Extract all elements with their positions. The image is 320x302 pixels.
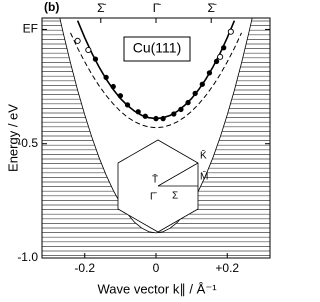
inset-label: Γ̄	[150, 192, 158, 203]
data-point	[192, 90, 198, 97]
panel-label: (b)	[44, 0, 59, 14]
data-point	[206, 70, 213, 76]
x-tick-label: -0.2	[74, 261, 95, 275]
data-point	[92, 56, 99, 62]
line-dashed	[70, 32, 242, 129]
inset-line	[157, 162, 199, 187]
annotation: Cu(111)	[133, 40, 182, 56]
data-point	[199, 81, 205, 87]
data-point	[217, 53, 224, 60]
data-point	[227, 28, 234, 35]
data-point	[117, 93, 124, 99]
y-tick-label: -0.5	[17, 136, 38, 150]
data-point	[103, 74, 109, 81]
y-tick-label: EF	[23, 22, 38, 36]
annotation-box	[123, 36, 191, 62]
data-point	[160, 115, 166, 122]
data-point	[213, 58, 220, 65]
x-axis-title: Wave vector k∥ / Å⁻¹	[97, 281, 217, 296]
x-tick-label: 0	[153, 261, 160, 275]
data-point	[110, 83, 116, 90]
chart: (b) Cu(111) T̄ K̄ M̄ Γ̄ Σ Energy / eV Wa…	[5, 0, 271, 296]
data-point	[74, 37, 81, 44]
inset-label: T̄	[152, 173, 158, 186]
data-point	[185, 99, 191, 106]
data-point	[171, 111, 177, 117]
data-point	[221, 45, 227, 51]
inset-label: M̄	[200, 170, 208, 183]
data-point	[135, 109, 141, 115]
plot-area	[42, 18, 270, 256]
data-point	[142, 113, 148, 119]
y-tick-label: -1.0	[17, 250, 38, 264]
data-point	[178, 106, 184, 113]
inset-label: K̄	[200, 149, 207, 162]
top-tick-label: Σ̄	[208, 1, 217, 15]
inset-label: Σ	[172, 191, 178, 202]
line-bulk-edge	[59, 18, 253, 234]
y-axis-title: Energy / eV	[5, 104, 20, 172]
x-tick-label: +0.2	[215, 261, 239, 275]
inset: T̄ K̄ M̄ Γ̄ Σ	[117, 139, 208, 233]
top-tick-label: Σ̄	[97, 1, 106, 15]
data-point	[124, 102, 131, 108]
data-point	[153, 115, 159, 122]
top-tick-label: Γ̄	[153, 1, 162, 15]
data-point	[85, 46, 92, 54]
